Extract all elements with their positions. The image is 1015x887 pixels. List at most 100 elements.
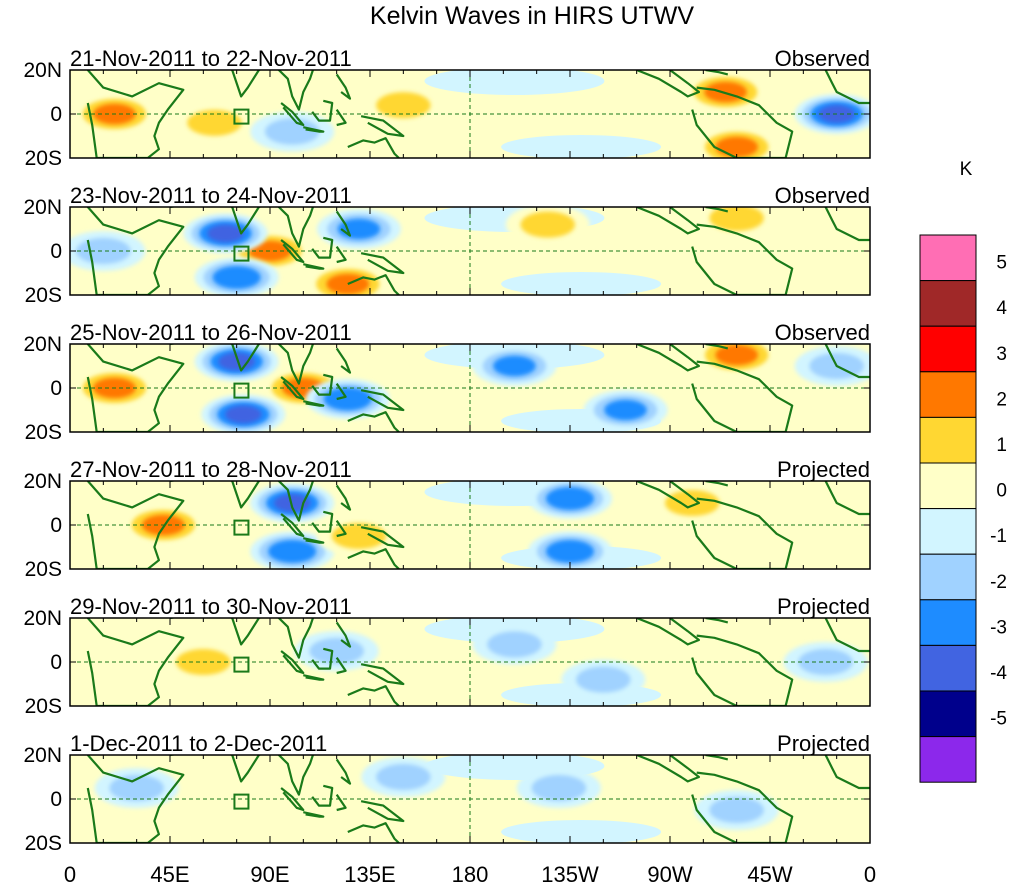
anomaly-contour xyxy=(798,648,853,676)
anomaly-contour xyxy=(212,265,261,289)
coastline xyxy=(86,70,185,158)
anomaly-contour xyxy=(531,774,587,802)
reference-box xyxy=(233,793,250,810)
colorbar-swatch xyxy=(919,644,977,692)
anomaly-contour xyxy=(520,211,575,238)
coastline xyxy=(347,822,400,843)
coastline xyxy=(335,758,352,785)
coastline xyxy=(303,400,325,407)
latitude-tick-label: 20N xyxy=(23,333,62,356)
coastline xyxy=(347,137,400,158)
coastline xyxy=(311,647,334,670)
coastline xyxy=(636,344,700,372)
reference-box xyxy=(233,519,250,536)
anomaly-contour xyxy=(545,539,595,563)
map-panel: 20N 0 20S 29-Nov-2011 to 30-Nov-2011 Project… xyxy=(23,594,871,718)
colorbar-label: 5 xyxy=(996,253,1007,274)
colorbar-swatch xyxy=(919,280,977,327)
map-panels: 20N 0 20S 21-Nov-2011 to 22-Nov-2011 Observe… xyxy=(23,46,871,855)
coastline xyxy=(824,70,870,105)
latitude-tick-label: 20S xyxy=(25,284,62,307)
colorbar-swatch xyxy=(919,234,977,282)
anomaly-contour xyxy=(604,399,647,421)
latitude-tick-label: 0 xyxy=(50,377,62,400)
coastline xyxy=(691,634,794,706)
map-panel: 20N 0 20S 1-Dec-2011 to 2-Dec-2011 Projected xyxy=(23,731,871,855)
panel-status: Observed xyxy=(775,46,870,71)
longitude-tick-label: 180 xyxy=(452,862,489,887)
coastline xyxy=(280,787,305,812)
longitude-tick-label: 135E xyxy=(344,862,395,887)
colorbar-label: -5 xyxy=(990,709,1007,730)
anomaly-contour xyxy=(376,92,431,119)
longitude-axis: 0 45E 90E 135E 180 135W 90W 45W 0 xyxy=(64,862,876,887)
latitude-tick-label: 20S xyxy=(25,147,62,170)
coastline xyxy=(347,274,400,295)
anomaly-contour xyxy=(265,118,320,145)
coastline xyxy=(347,411,400,432)
panel-status: Projected xyxy=(777,594,870,619)
coastline xyxy=(86,618,185,706)
colorbar-label: -3 xyxy=(990,617,1007,638)
colorbar-swatch xyxy=(919,462,977,510)
latitude-tick-label: 20N xyxy=(23,607,62,630)
anomaly-contour xyxy=(207,224,244,243)
coastline xyxy=(277,481,315,522)
panel-status: Observed xyxy=(775,183,870,208)
colorbar-units-label: K xyxy=(960,159,973,180)
coastline xyxy=(303,674,325,681)
longitude-tick-label: 0 xyxy=(864,862,876,887)
coastline xyxy=(277,755,315,796)
coastline xyxy=(636,481,700,509)
coastline xyxy=(311,236,334,259)
panel-date-range: 29-Nov-2011 to 30-Nov-2011 xyxy=(70,594,352,619)
coastline xyxy=(691,360,794,432)
panel-date-range: 23-Nov-2011 to 24-Nov-2011 xyxy=(70,183,352,208)
coastline xyxy=(824,481,870,516)
panel-date-range: 21-Nov-2011 to 22-Nov-2011 xyxy=(70,46,352,71)
coastline xyxy=(335,484,352,511)
colorbar: 5 4 3 2 1 0 -1 -2 -3 -4 -5 xyxy=(919,234,1007,783)
map-panel: 20N 0 20S 23-Nov-2011 to 24-Nov-2011 Observe… xyxy=(23,183,871,307)
figure-title: Kelvin Waves in HIRS UTWV xyxy=(370,2,694,30)
colorbar-label: 0 xyxy=(996,481,1007,502)
colorbar-label: 1 xyxy=(996,435,1007,456)
coastline xyxy=(86,755,185,843)
colorbar-swatch xyxy=(919,553,977,601)
coastline xyxy=(691,497,794,569)
colorbar-swatch xyxy=(919,599,977,646)
coastline xyxy=(229,70,262,98)
latitude-tick-label: 20S xyxy=(25,695,62,718)
latitude-tick-label: 0 xyxy=(50,514,62,537)
coastline xyxy=(280,513,305,538)
map-panel: 20N 0 20S 25-Nov-2011 to 26-Nov-2011 Observe… xyxy=(23,320,871,444)
reference-box xyxy=(233,656,250,673)
colorbar-label: 2 xyxy=(996,389,1007,410)
coastline xyxy=(360,526,405,549)
anomaly-contour xyxy=(576,666,631,693)
coastline xyxy=(229,618,262,646)
latitude-tick-label: 20N xyxy=(23,59,62,82)
coastline xyxy=(636,618,700,646)
coastline xyxy=(335,210,352,237)
longitude-tick-label: 135W xyxy=(541,862,599,887)
anomaly-contour xyxy=(709,796,764,824)
coastline xyxy=(280,650,305,675)
latitude-tick-label: 20S xyxy=(25,421,62,444)
coastline xyxy=(303,126,325,133)
longitude-tick-label: 90E xyxy=(250,862,289,887)
coastline xyxy=(280,239,305,264)
panel-status: Projected xyxy=(777,731,870,756)
colorbar-swatch xyxy=(919,416,977,464)
coastline xyxy=(691,771,794,843)
longitude-tick-label: 90W xyxy=(647,862,692,887)
coastline xyxy=(824,344,870,379)
colorbar-label: 3 xyxy=(996,344,1007,365)
coastline xyxy=(229,755,262,783)
anomaly-contour xyxy=(545,487,595,511)
anomaly-band xyxy=(501,135,662,158)
coastline xyxy=(277,70,315,111)
colorbar-swatch xyxy=(919,508,977,555)
latitude-tick-label: 20S xyxy=(25,558,62,581)
